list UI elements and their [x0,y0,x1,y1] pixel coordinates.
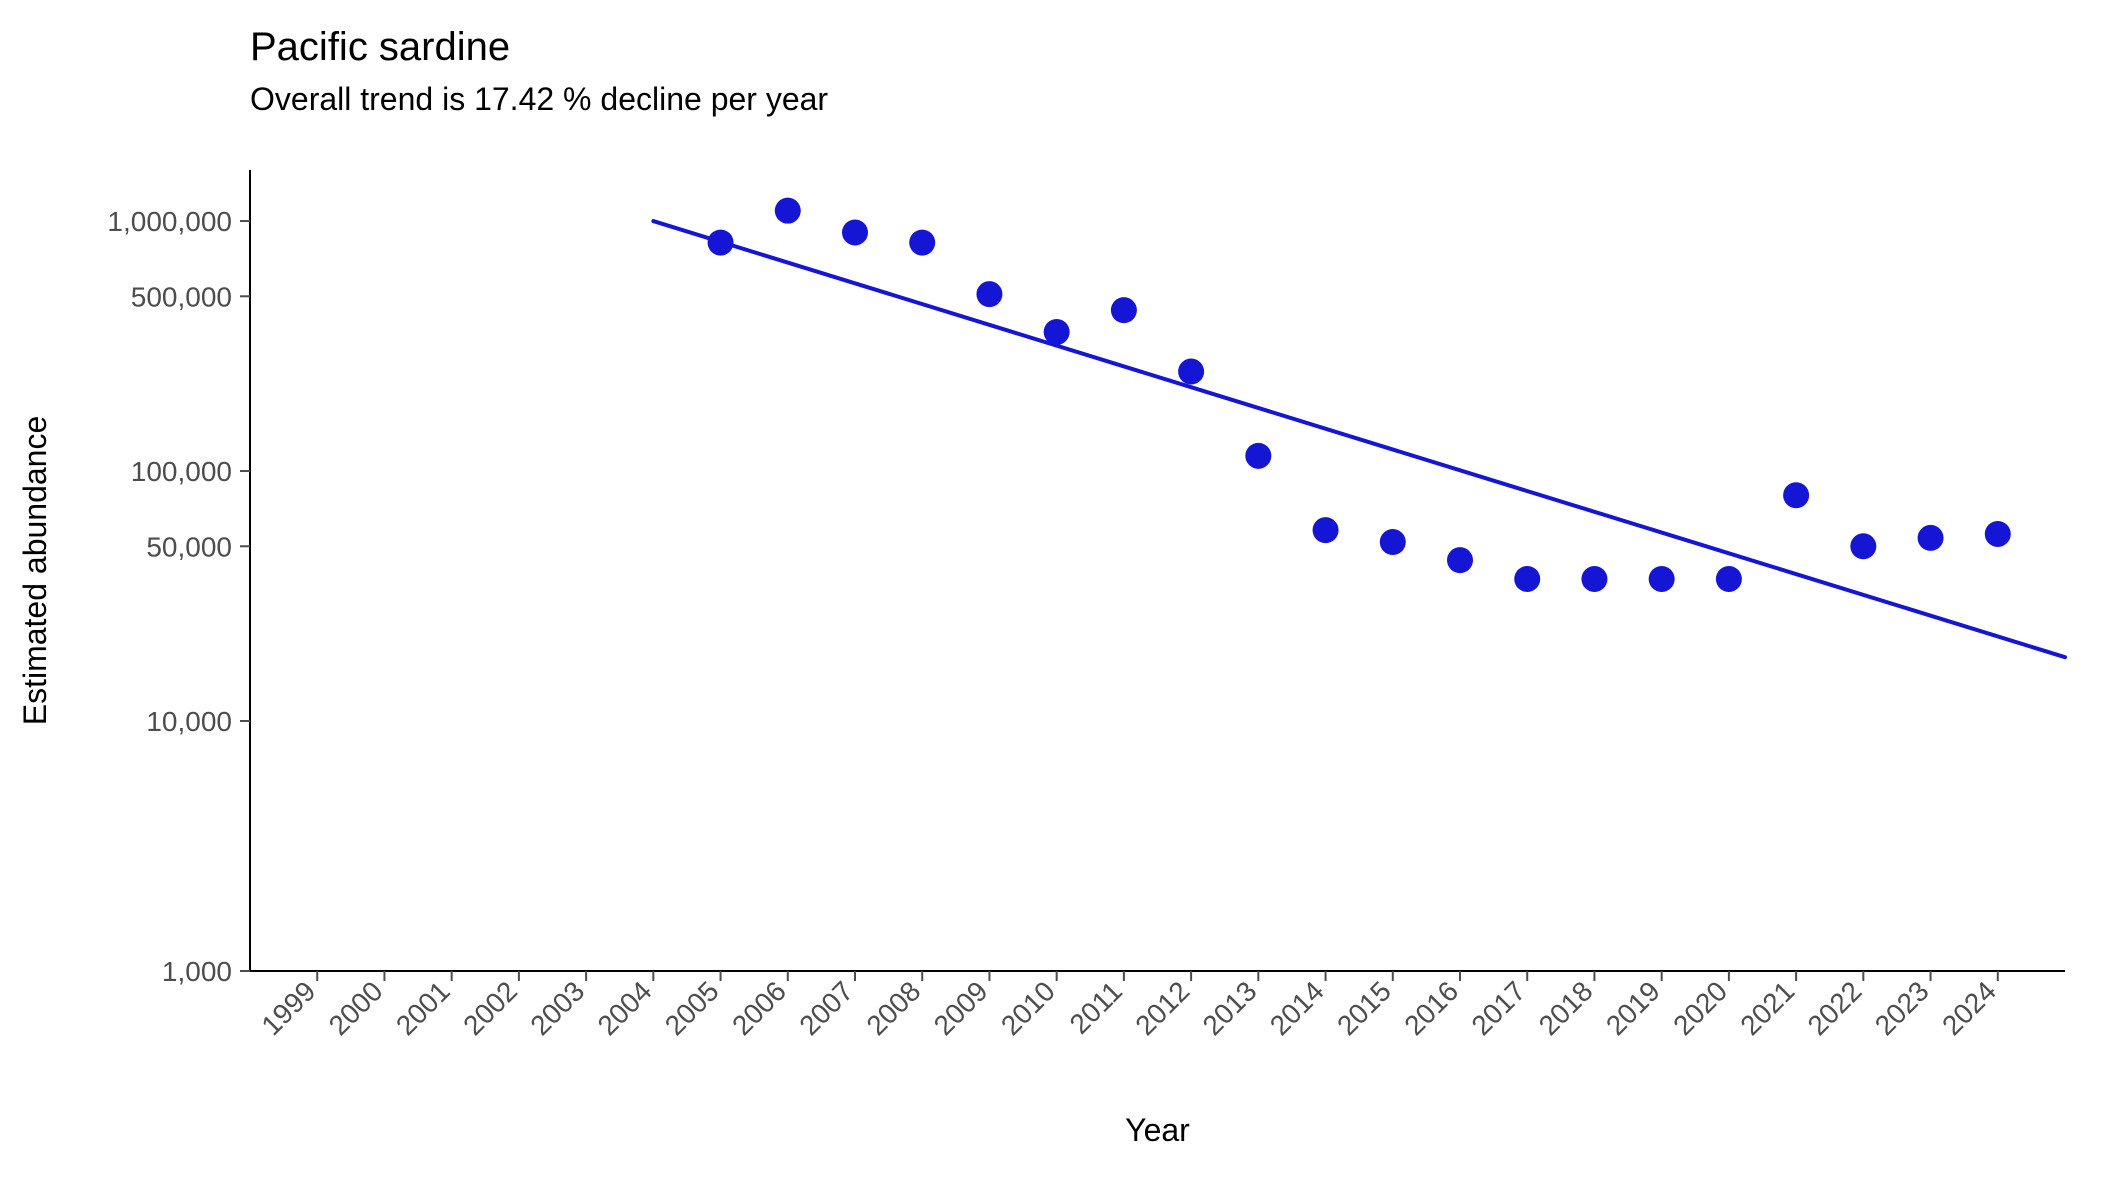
x-tick-label: 2012 [1129,975,1195,1041]
data-point [1178,359,1204,385]
data-point [1716,566,1742,592]
abundance-chart: Pacific sardine Overall trend is 17.42 % … [0,0,2125,1181]
data-point [1985,521,2011,547]
x-tick-label: 2000 [323,975,389,1041]
data-point [1044,319,1070,345]
data-point [1514,566,1540,592]
data-point [976,281,1002,307]
data-point [1111,297,1137,323]
x-tick-label: 2024 [1936,975,2002,1041]
chart-title: Pacific sardine [250,25,510,69]
x-tick-label: 2017 [1465,975,1531,1041]
chart-subtitle: Overall trend is 17.42 % decline per yea… [250,81,828,117]
x-tick-label: 2001 [390,975,456,1041]
x-tick-label: 2023 [1869,975,1935,1041]
x-tick-label: 2006 [726,975,792,1041]
y-tick-label: 1,000,000 [107,206,232,237]
trend-line [653,221,2065,657]
x-tick-label: 2011 [1064,975,1129,1040]
data-point [1447,547,1473,573]
y-tick-label: 10,000 [146,706,232,737]
x-tick-label: 2019 [1600,975,1666,1041]
data-point [1380,529,1406,555]
x-tick-label: 2016 [1398,975,1464,1041]
x-tick-label: 2007 [793,975,859,1041]
y-tick-label: 100,000 [131,456,232,487]
data-point [708,230,734,256]
data-point [842,219,868,245]
x-tick-label: 2015 [1331,975,1397,1041]
x-tick-label: 2018 [1533,975,1599,1041]
x-tick-label: 2022 [1802,975,1868,1041]
data-point [1783,482,1809,508]
x-tick-label: 1999 [255,975,321,1041]
data-point [909,230,935,256]
data-point [1313,517,1339,543]
x-tick-label: 2002 [457,975,523,1041]
x-tick-label: 2005 [659,975,725,1041]
data-point [1918,525,1944,551]
data-point [775,198,801,224]
x-tick-label: 2021 [1734,975,1800,1041]
x-tick-label: 2009 [928,975,994,1041]
x-axis-label: Year [1125,1112,1190,1148]
data-point [1850,533,1876,559]
y-tick-label: 50,000 [146,531,232,562]
data-point [1245,443,1271,469]
data-point [1581,566,1607,592]
x-tick-label: 2004 [592,975,658,1041]
x-tick-label: 2010 [995,975,1061,1041]
x-tick-label: 2013 [1197,975,1263,1041]
y-axis-label: Estimated abundance [17,416,53,726]
data-point [1649,566,1675,592]
y-tick-label: 1,000 [162,956,232,987]
x-tick-label: 2003 [524,975,590,1041]
y-tick-label: 500,000 [131,281,232,312]
x-tick-label: 2014 [1264,975,1330,1041]
x-tick-label: 2020 [1667,975,1733,1041]
x-tick-label: 2008 [860,975,926,1041]
